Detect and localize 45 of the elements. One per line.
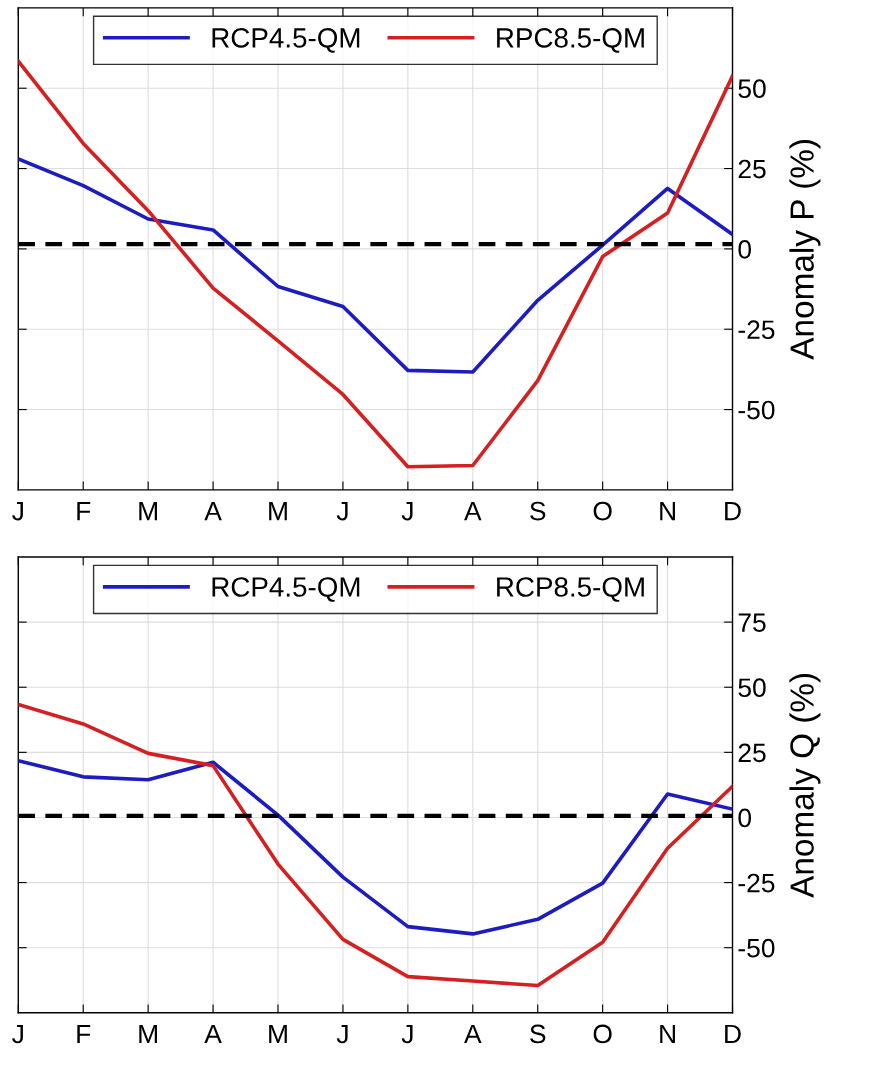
y-tick-label: 75	[738, 613, 766, 632]
x-tick-label: M	[269, 501, 287, 521]
x-tick-label: A	[464, 1024, 482, 1044]
line-series	[18, 758, 733, 936]
y-tick-label: -25	[738, 320, 775, 340]
legend-label: RCP4.5-QM	[212, 28, 360, 53]
x-tick-label: S	[530, 501, 546, 521]
x-tick-label: A	[204, 501, 222, 521]
y-tick-label: -25	[738, 873, 775, 893]
x-tick-label: J	[12, 501, 23, 521]
x-tick-label: F	[77, 1024, 91, 1044]
x-tick-label: J	[401, 501, 413, 521]
x-tick-label: M	[139, 501, 157, 521]
y-axis-title: Anomaly Q (%)	[789, 673, 821, 898]
x-tick-label: J	[336, 1024, 348, 1044]
x-tick-label: F	[77, 501, 91, 521]
x-tick-label: J	[401, 1024, 413, 1044]
y-tick-label: 25	[738, 743, 766, 763]
legend-label: RCP4.5-QM	[212, 577, 360, 602]
legend-label: RPC8.5-QM	[497, 28, 644, 53]
y-tick-label: 50	[738, 678, 766, 698]
x-tick-label: O	[593, 501, 612, 521]
legend-label: RCP8.5-QM	[497, 577, 644, 602]
line-series	[18, 59, 733, 469]
y-tick-label: -50	[738, 938, 775, 958]
y-tick-label: 25	[738, 159, 766, 179]
x-tick-label: J	[336, 501, 348, 521]
x-tick-label: A	[204, 1024, 222, 1044]
x-tick-label: M	[139, 1024, 157, 1044]
y-tick-label: -50	[738, 400, 775, 420]
x-tick-label: D	[725, 1024, 741, 1044]
x-tick-label: N	[660, 501, 675, 521]
x-tick-label: N	[660, 1024, 675, 1044]
x-tick-label: J	[12, 1024, 23, 1044]
line-series	[18, 157, 733, 374]
y-tick-label: 0	[738, 808, 752, 828]
x-tick-label: M	[269, 1024, 287, 1044]
y-tick-label: 0	[738, 240, 752, 259]
x-tick-label: S	[530, 1024, 546, 1044]
line-series	[18, 702, 733, 988]
y-tick-label: 50	[738, 79, 766, 99]
y-axis-title: Anomaly P (%)	[789, 140, 821, 360]
x-tick-label: D	[725, 501, 741, 521]
x-tick-label: O	[593, 1024, 612, 1044]
x-tick-label: A	[464, 501, 482, 521]
